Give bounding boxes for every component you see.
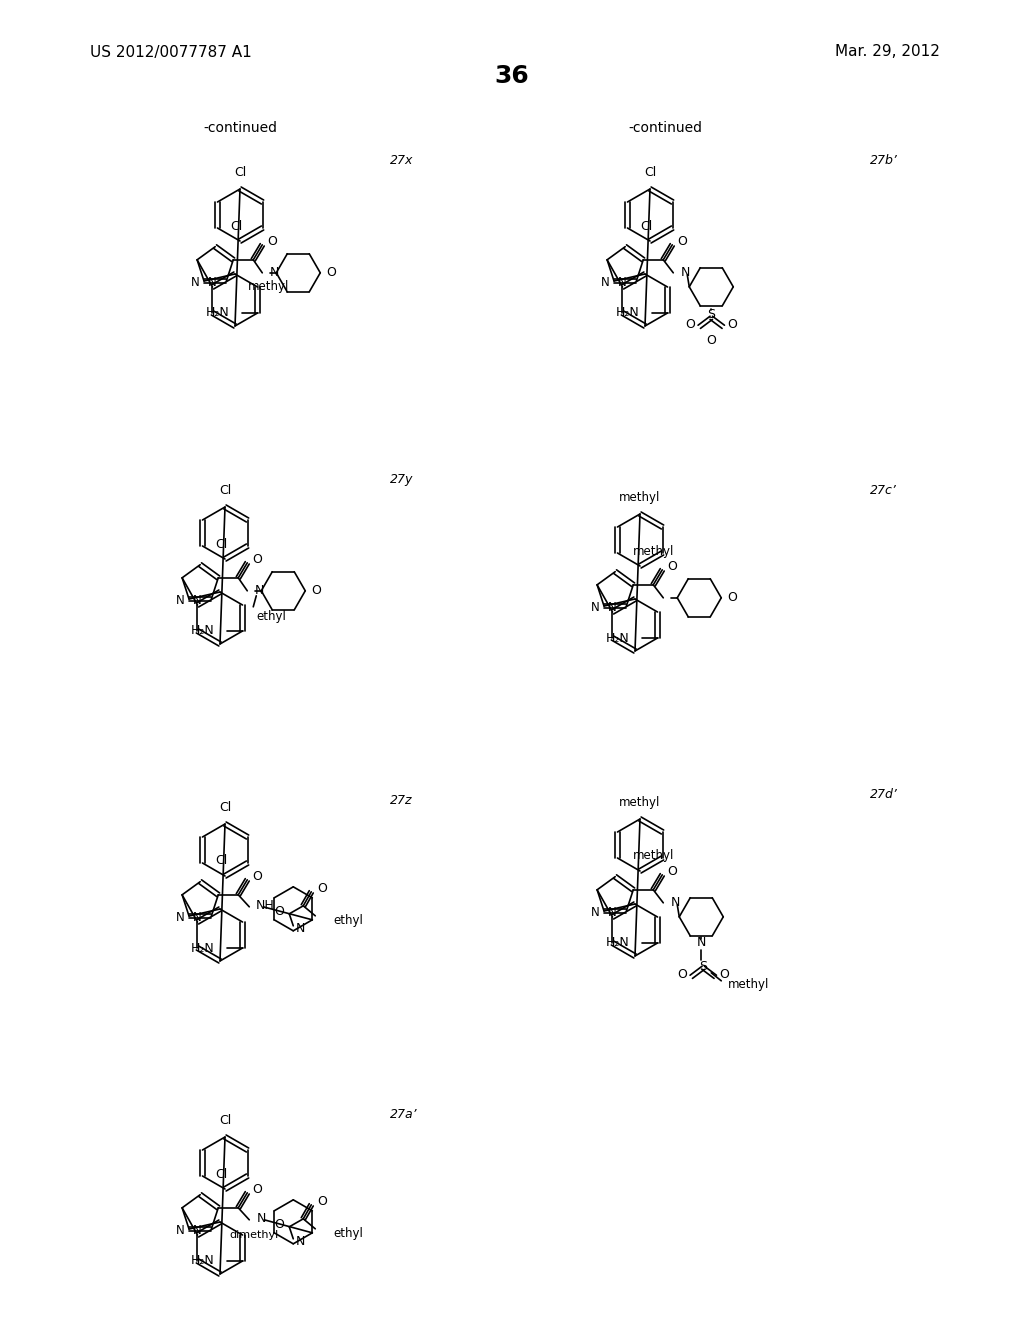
Text: Cl: Cl xyxy=(215,854,227,867)
Text: Cl: Cl xyxy=(233,166,246,180)
Text: 27x: 27x xyxy=(390,153,414,166)
Text: -continued: -continued xyxy=(203,121,278,135)
Text: methyl: methyl xyxy=(633,544,674,557)
Text: H₂N: H₂N xyxy=(190,1254,214,1267)
Text: N: N xyxy=(295,1236,304,1249)
Text: O: O xyxy=(274,906,285,919)
Text: N: N xyxy=(208,276,216,289)
Text: O: O xyxy=(678,969,687,981)
Text: US 2012/0077787 A1: US 2012/0077787 A1 xyxy=(90,45,252,59)
Text: 27b’: 27b’ xyxy=(870,153,898,166)
Text: O: O xyxy=(317,882,327,895)
Text: Cl: Cl xyxy=(230,219,243,232)
Text: N: N xyxy=(256,1212,265,1225)
Text: O: O xyxy=(707,334,716,347)
Text: -continued: -continued xyxy=(628,121,702,135)
Text: H₂N: H₂N xyxy=(606,936,630,949)
Text: ethyl: ethyl xyxy=(333,1228,364,1241)
Text: N: N xyxy=(176,911,184,924)
Text: O: O xyxy=(274,1218,285,1232)
Text: 27y: 27y xyxy=(390,474,414,487)
Text: N: N xyxy=(269,267,279,280)
Text: methyl: methyl xyxy=(248,280,289,293)
Text: N: N xyxy=(696,936,706,949)
Text: N: N xyxy=(591,906,599,919)
Text: O: O xyxy=(719,969,729,981)
Text: H₂N: H₂N xyxy=(606,631,630,644)
Text: O: O xyxy=(668,560,677,573)
Text: N: N xyxy=(193,1224,202,1237)
Text: 36: 36 xyxy=(495,63,529,88)
Text: Cl: Cl xyxy=(215,537,227,550)
Text: methyl: methyl xyxy=(633,850,674,862)
Text: methyl: methyl xyxy=(620,796,660,809)
Text: Cl: Cl xyxy=(219,801,231,814)
Text: Cl: Cl xyxy=(644,166,656,180)
Text: Cl: Cl xyxy=(219,1114,231,1127)
Text: Cl: Cl xyxy=(640,219,652,232)
Text: N: N xyxy=(601,276,609,289)
Text: O: O xyxy=(677,235,687,248)
Text: H₂N: H₂N xyxy=(190,941,214,954)
Text: NH: NH xyxy=(255,899,274,912)
Text: 27a’: 27a’ xyxy=(390,1109,418,1122)
Text: ethyl: ethyl xyxy=(333,915,364,928)
Text: methyl: methyl xyxy=(620,491,660,504)
Text: N: N xyxy=(608,601,616,614)
Text: O: O xyxy=(311,585,322,598)
Text: N: N xyxy=(671,896,680,909)
Text: Cl: Cl xyxy=(215,1167,227,1180)
Text: O: O xyxy=(267,235,278,248)
Text: H₂N: H₂N xyxy=(206,306,229,319)
Text: N: N xyxy=(190,276,200,289)
Text: O: O xyxy=(727,318,737,331)
Text: O: O xyxy=(317,1196,327,1208)
Text: N: N xyxy=(176,594,184,607)
Text: dimethyl: dimethyl xyxy=(229,1230,279,1239)
Text: 27z: 27z xyxy=(390,793,413,807)
Text: O: O xyxy=(252,870,262,883)
Text: O: O xyxy=(252,1183,262,1196)
Text: S: S xyxy=(699,961,708,973)
Text: N: N xyxy=(254,585,263,598)
Text: N: N xyxy=(193,594,202,607)
Text: N: N xyxy=(591,601,599,614)
Text: N: N xyxy=(617,276,627,289)
Text: N: N xyxy=(608,907,616,919)
Text: N: N xyxy=(176,1224,184,1237)
Text: N: N xyxy=(680,267,689,280)
Text: H₂N: H₂N xyxy=(190,624,214,638)
Text: Mar. 29, 2012: Mar. 29, 2012 xyxy=(836,45,940,59)
Text: Cl: Cl xyxy=(219,484,231,498)
Text: N: N xyxy=(193,911,202,924)
Text: S: S xyxy=(708,309,715,321)
Text: N: N xyxy=(295,923,304,936)
Text: 27d’: 27d’ xyxy=(870,788,898,801)
Text: methyl: methyl xyxy=(728,978,770,991)
Text: O: O xyxy=(685,318,695,331)
Text: O: O xyxy=(252,553,262,566)
Text: O: O xyxy=(327,267,336,280)
Text: H₂N: H₂N xyxy=(615,306,640,319)
Text: O: O xyxy=(668,866,677,878)
Text: ethyl: ethyl xyxy=(256,610,286,623)
Text: O: O xyxy=(727,591,737,605)
Text: 27c’: 27c’ xyxy=(870,483,897,496)
